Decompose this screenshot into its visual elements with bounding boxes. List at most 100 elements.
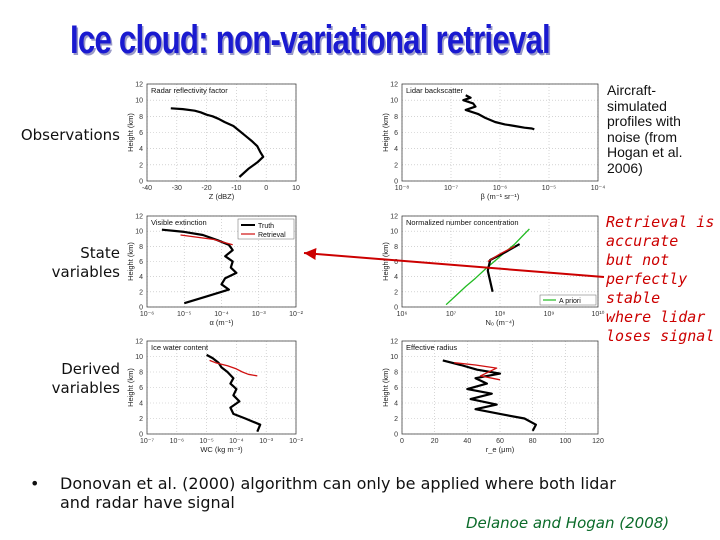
y-axis-label: Height (km) xyxy=(126,242,135,281)
panel-title: Normalized number concentration xyxy=(406,218,519,227)
y-tick-label: 0 xyxy=(139,432,143,439)
legend-box xyxy=(539,294,597,306)
y-axis-label: Height (km) xyxy=(126,113,135,152)
note-line: accurate xyxy=(606,232,679,250)
y-tick-label: 2 xyxy=(394,416,398,423)
y-tick-label: 0 xyxy=(139,305,143,312)
row-label-derived-line1: Derived xyxy=(61,360,120,378)
y-tick-label: 12 xyxy=(390,339,398,346)
slide-title: Ice cloud: non-variational retrieval xyxy=(70,18,551,62)
row-label-state-line2: variables xyxy=(51,263,120,281)
x-tick-label: 10⁻⁷ xyxy=(444,185,458,192)
note-retrieval: Retrieval is accurate but not perfectly … xyxy=(606,213,720,346)
chart-panel-4: 10⁶ 10⁷ 10⁸ 10⁹ 10¹⁰ 0 2 4 6 8 10 12 Normalized numb… xyxy=(381,214,605,328)
x-tick-label: 10⁻⁴ xyxy=(591,185,606,192)
plot-frame xyxy=(146,340,297,435)
x-tick-label: 10⁸ xyxy=(495,311,506,318)
annotation-arrow xyxy=(303,247,605,278)
series-line xyxy=(486,243,521,293)
x-tick-label: 40 xyxy=(463,438,471,445)
x-tick-label: 10⁻⁴ xyxy=(214,311,229,318)
x-axis-label: Z (dBZ) xyxy=(209,192,235,201)
note-line: stable xyxy=(606,289,661,307)
y-tick-label: 6 xyxy=(139,259,143,266)
series-line xyxy=(462,94,535,131)
series-line xyxy=(487,245,515,263)
y-tick-label: 4 xyxy=(139,401,143,408)
x-tick-label: 10⁻⁵ xyxy=(542,185,556,192)
panel-title: Ice water content xyxy=(151,343,209,352)
row-label-state-line1: State xyxy=(80,244,120,262)
y-tick-label: 0 xyxy=(394,305,398,312)
y-tick-label: 8 xyxy=(394,114,398,121)
y-tick-label: 2 xyxy=(139,416,143,423)
x-tick-label: 10⁻⁴ xyxy=(229,438,244,445)
row-label-derived-line2: variables xyxy=(51,379,120,397)
y-tick-label: 10 xyxy=(390,229,398,236)
y-tick-label: 8 xyxy=(139,244,143,251)
x-tick-label: 20 xyxy=(431,438,439,445)
y-tick-label: 6 xyxy=(394,259,398,266)
y-tick-label: 4 xyxy=(394,146,398,153)
x-axis-label: N₀ (m⁻⁴) xyxy=(485,318,515,327)
y-tick-label: 10 xyxy=(390,354,398,361)
x-tick-label: 60 xyxy=(496,438,504,445)
note-line: noise (from xyxy=(607,128,678,145)
x-tick-label: 10⁻² xyxy=(289,438,303,445)
x-axis-label: α (m⁻¹) xyxy=(209,318,234,327)
series-line xyxy=(454,362,501,381)
x-tick-label: 10 xyxy=(292,185,300,192)
plot-frame xyxy=(401,83,599,182)
y-tick-label: 12 xyxy=(135,339,143,346)
note-line: perfectly xyxy=(606,270,688,288)
x-tick-label: 10⁻⁶ xyxy=(170,438,184,445)
y-tick-label: 10 xyxy=(135,229,143,236)
chart-panel-5: 10⁻⁷ 10⁻⁶ 10⁻⁵ 10⁻⁴ 10⁻³ 10⁻² 0 2 4 6 8 10 12 Ice wat… xyxy=(126,339,304,455)
y-tick-label: 10 xyxy=(135,354,143,361)
y-tick-label: 0 xyxy=(394,179,398,186)
y-tick-label: 2 xyxy=(394,162,398,169)
x-tick-label: 80 xyxy=(529,438,537,445)
note-line: Retrieval is xyxy=(606,213,715,231)
x-tick-label: -40 xyxy=(142,185,152,192)
y-tick-label: 4 xyxy=(139,146,143,153)
x-tick-label: 10⁷ xyxy=(446,311,457,318)
note-line: Aircraft- xyxy=(607,82,656,98)
x-axis-label: β (m⁻¹ sr⁻¹) xyxy=(481,192,520,201)
y-tick-label: 8 xyxy=(139,370,143,377)
x-tick-label: -30 xyxy=(172,185,182,192)
y-tick-label: 12 xyxy=(390,214,398,221)
note-line: loses signal xyxy=(606,327,715,345)
x-tick-label: 10⁻³ xyxy=(259,438,273,445)
citation: Delanoe and Hogan (2008) xyxy=(466,514,670,532)
x-tick-label: 0 xyxy=(400,438,404,445)
series-line xyxy=(206,353,262,433)
x-tick-label: 10⁻⁷ xyxy=(140,438,154,445)
y-axis-label: Height (km) xyxy=(381,113,390,152)
bullet-text-line1: Donovan et al. (2000) algorithm can only… xyxy=(60,474,616,493)
x-axis-label: r_e (μm) xyxy=(486,445,515,454)
note-line: simulated xyxy=(607,97,667,114)
row-label-observations: Observations xyxy=(20,126,120,144)
y-tick-label: 6 xyxy=(139,130,143,137)
y-tick-label: 10 xyxy=(390,98,398,105)
x-tick-label: -10 xyxy=(231,185,241,192)
x-tick-label: 10⁶ xyxy=(397,311,408,318)
x-tick-label: 0 xyxy=(264,185,268,192)
note-line: profiles with xyxy=(607,113,681,129)
panel-title: Visible extinction xyxy=(151,218,207,227)
series-line xyxy=(180,234,233,246)
y-tick-label: 8 xyxy=(394,370,398,377)
y-axis-label: Height (km) xyxy=(381,242,390,281)
y-tick-label: 12 xyxy=(135,82,143,89)
note-line: where lidar xyxy=(606,308,706,326)
chart-panel-6: 0 20 40 60 80 100 120 0 2 4 6 8 10 12 Effective radius… xyxy=(381,339,604,455)
y-tick-label: 4 xyxy=(394,274,398,281)
plot-frame xyxy=(146,83,297,182)
x-tick-label: 10⁻² xyxy=(289,311,303,318)
plot-frame xyxy=(146,215,297,308)
x-tick-label: -20 xyxy=(202,185,212,192)
note-line: 2006) xyxy=(607,159,643,176)
y-tick-label: 12 xyxy=(390,82,398,89)
